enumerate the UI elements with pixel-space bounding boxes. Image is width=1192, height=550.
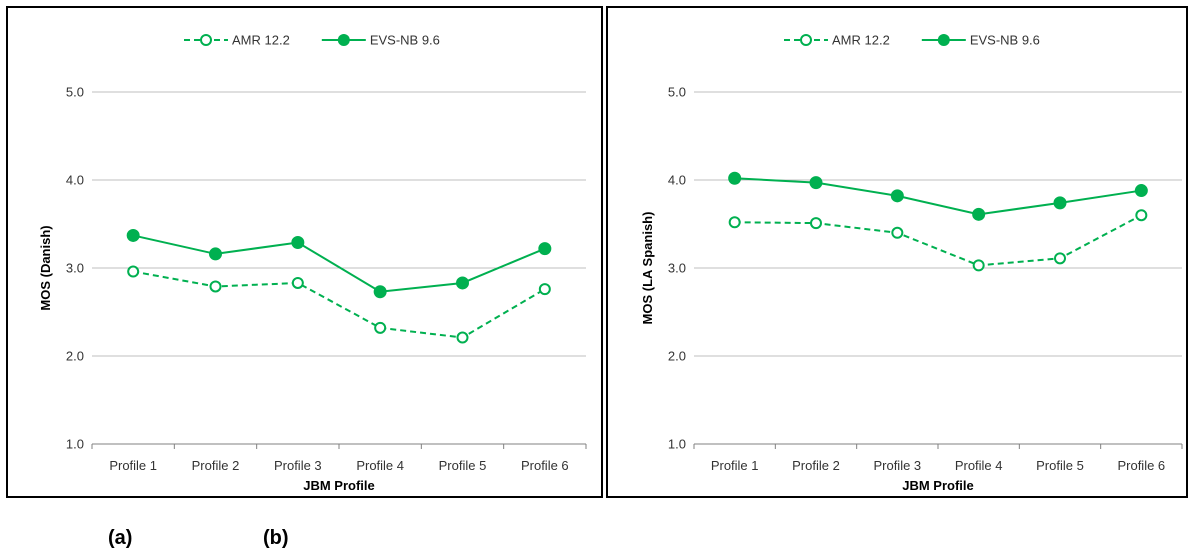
series-line-evs bbox=[132, 234, 546, 293]
x-tick-label: Profile 4 bbox=[955, 458, 1003, 473]
data-point-amr bbox=[456, 331, 469, 344]
data-point-evs bbox=[728, 171, 742, 185]
chart-panel-b: 1.0 2.0 3.0 4.0 5.0 Profile 1 Profile 2 Profile… bbox=[606, 6, 1188, 498]
data-point-evs bbox=[538, 242, 552, 256]
legend-label: AMR 12.2 bbox=[832, 33, 890, 48]
y-tick-label: 3.0 bbox=[668, 261, 686, 276]
data-point-amr bbox=[1054, 252, 1066, 265]
x-tick-label: Profile 6 bbox=[1117, 458, 1165, 473]
y-tick-label: 1.0 bbox=[668, 437, 686, 452]
y-tick-label: 4.0 bbox=[668, 173, 686, 188]
data-point-amr bbox=[810, 217, 822, 230]
y-tick-label: 1.0 bbox=[66, 437, 84, 452]
chart-a: 1.0 2.0 3.0 4.0 5.0 Profile 1 Profile 2 Profile… bbox=[38, 33, 587, 493]
y-tick-label: 3.0 bbox=[66, 261, 84, 276]
series-line-evs bbox=[734, 177, 1142, 216]
y-tick-label: 2.0 bbox=[66, 349, 84, 364]
x-tick-label: Profile 6 bbox=[521, 458, 569, 473]
data-point-amr bbox=[1135, 209, 1148, 222]
x-tick-label: Profile 1 bbox=[109, 458, 157, 473]
legend-label: AMR 12.2 bbox=[232, 33, 290, 48]
x-tick-label: Profile 5 bbox=[1036, 458, 1084, 473]
x-axis-title: JBM Profile bbox=[303, 478, 375, 493]
data-point-evs bbox=[1134, 184, 1148, 198]
sublabel-b: (b) bbox=[263, 527, 289, 549]
data-point-evs bbox=[1053, 196, 1067, 210]
data-point-amr bbox=[291, 276, 304, 289]
data-point-amr bbox=[127, 265, 140, 278]
x-tick-label: Profile 5 bbox=[439, 458, 487, 473]
legend-marker bbox=[800, 34, 812, 46]
x-tick-label: Profile 2 bbox=[192, 458, 240, 473]
y-axis-title: MOS (Danish) bbox=[38, 225, 53, 310]
legend-marker bbox=[937, 34, 950, 46]
series-line-amr bbox=[734, 214, 1142, 267]
data-point-amr bbox=[538, 283, 551, 296]
x-axis-title: JBM Profile bbox=[902, 478, 974, 493]
data-point-amr bbox=[728, 216, 741, 229]
data-point-evs bbox=[972, 207, 986, 221]
data-point-evs bbox=[209, 247, 222, 261]
data-point-evs bbox=[456, 276, 469, 290]
data-point-amr bbox=[209, 280, 222, 293]
y-tick-label: 4.0 bbox=[66, 173, 84, 188]
x-tick-label: Profile 1 bbox=[711, 458, 759, 473]
y-tick-label: 5.0 bbox=[66, 85, 84, 100]
x-tick-label: Profile 3 bbox=[873, 458, 921, 473]
legend-marker bbox=[200, 34, 212, 46]
legend-label: EVS-NB 9.6 bbox=[970, 33, 1040, 48]
legend-label: EVS-NB 9.6 bbox=[370, 33, 440, 48]
x-tick-label: Profile 2 bbox=[792, 458, 840, 473]
chart-panel-a: 1.0 2.0 3.0 4.0 5.0 Profile 1 Profile 2 Profile… bbox=[6, 6, 603, 498]
x-tick-label: Profile 3 bbox=[274, 458, 322, 473]
legend-marker bbox=[337, 34, 350, 46]
series-line-amr bbox=[132, 270, 546, 339]
data-point-evs bbox=[809, 176, 823, 190]
y-tick-label: 5.0 bbox=[668, 85, 686, 100]
data-point-evs bbox=[890, 189, 904, 203]
data-point-amr bbox=[891, 226, 904, 239]
x-tick-label: Profile 4 bbox=[356, 458, 404, 473]
y-axis-title: MOS (LA Spanish) bbox=[640, 212, 655, 325]
data-point-amr bbox=[972, 259, 985, 272]
data-point-amr bbox=[374, 321, 387, 334]
data-point-evs bbox=[126, 228, 140, 242]
chart-b: 1.0 2.0 3.0 4.0 5.0 Profile 1 Profile 2 Profile… bbox=[640, 33, 1183, 493]
data-point-evs bbox=[373, 285, 387, 299]
sublabel-a: (a) bbox=[108, 527, 133, 549]
data-point-evs bbox=[291, 235, 305, 249]
y-tick-label: 2.0 bbox=[668, 349, 686, 364]
